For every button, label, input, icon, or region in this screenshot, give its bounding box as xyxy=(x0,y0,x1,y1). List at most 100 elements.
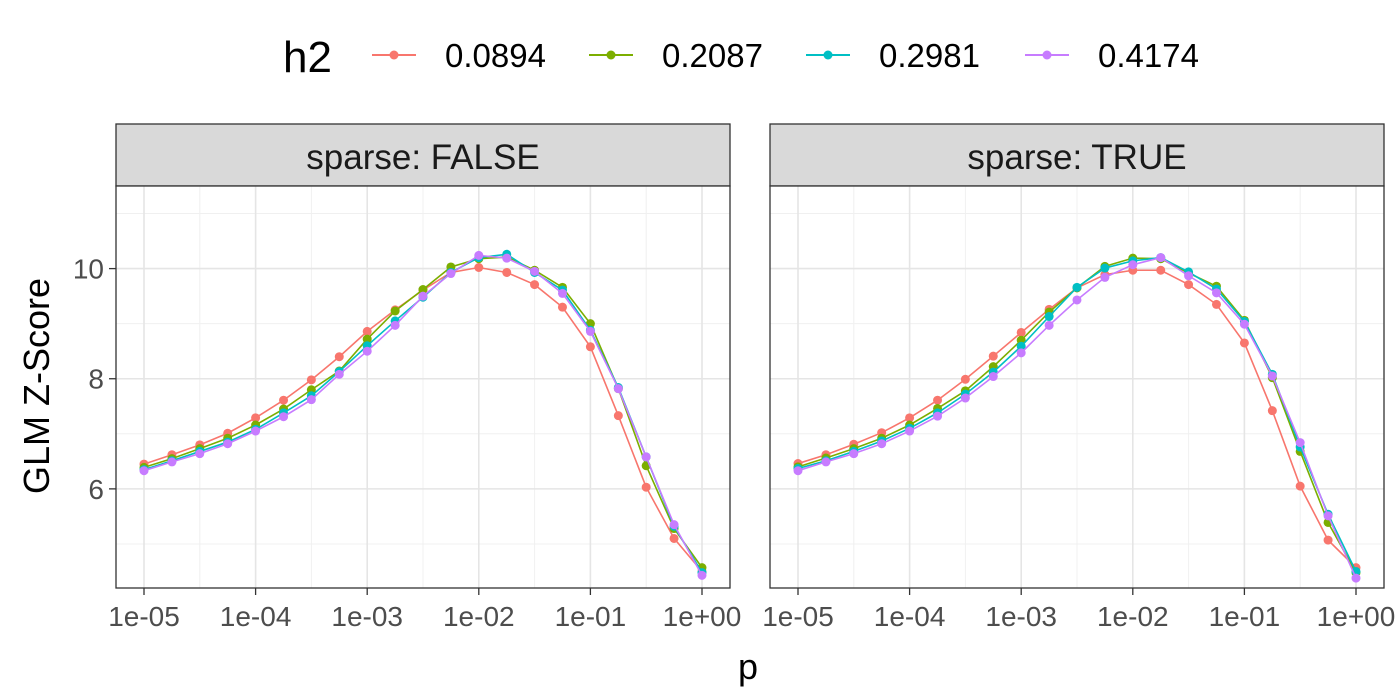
data-point xyxy=(1351,573,1361,583)
data-point xyxy=(530,280,540,290)
legend-key-point xyxy=(1042,50,1052,60)
data-point xyxy=(139,466,149,476)
y-axis: 6 8 10 xyxy=(73,254,116,505)
data-point xyxy=(167,457,177,467)
x-tick-label: 1e-02 xyxy=(1097,601,1169,632)
data-point xyxy=(1295,438,1305,448)
legend-key-point xyxy=(389,50,399,60)
data-point xyxy=(334,352,344,362)
data-point xyxy=(613,411,623,421)
data-point xyxy=(502,253,512,263)
data-point xyxy=(251,426,261,436)
x-tick-label: 1e-03 xyxy=(985,601,1057,632)
facet-panel: sparse: TRUE 1e-05 1e-04 1e-03 1e-02 1e-01 1e+… xyxy=(762,123,1395,632)
data-point xyxy=(1239,338,1249,348)
y-tick-label: 8 xyxy=(88,364,104,395)
x-axis-title: p xyxy=(738,646,758,687)
data-point xyxy=(1072,282,1082,292)
facet-strip-label: sparse: FALSE xyxy=(306,138,539,177)
data-point xyxy=(1267,406,1277,416)
y-tick-label: 6 xyxy=(88,474,104,505)
data-point xyxy=(306,395,316,405)
facet-strip xyxy=(115,123,731,187)
data-point xyxy=(1044,320,1054,330)
legend-key-point xyxy=(823,50,833,60)
data-point xyxy=(641,452,651,462)
data-point xyxy=(1156,253,1166,263)
data-point xyxy=(585,326,595,336)
data-point xyxy=(793,466,803,476)
x-tick-label: 1e-04 xyxy=(220,601,292,632)
data-point xyxy=(279,412,289,422)
data-point xyxy=(669,533,679,543)
legend-item: 0.4174 xyxy=(1025,37,1199,74)
data-point xyxy=(905,426,915,436)
data-point xyxy=(988,351,998,361)
data-point xyxy=(1072,295,1082,305)
data-point xyxy=(960,393,970,403)
x-tick-label: 1e-02 xyxy=(443,601,515,632)
data-point xyxy=(1211,288,1221,298)
data-point xyxy=(474,250,484,260)
legend: h2 0.0894 0.2087 0.2981 0.4174 xyxy=(283,33,1199,82)
data-point xyxy=(502,267,512,277)
data-point xyxy=(557,302,567,312)
data-point xyxy=(1016,327,1026,337)
x-tick-label: 1e-01 xyxy=(1209,601,1281,632)
data-point xyxy=(877,439,887,449)
data-point xyxy=(1184,280,1194,290)
data-point xyxy=(474,263,484,273)
data-point xyxy=(334,369,344,379)
data-point xyxy=(1044,312,1054,322)
x-tick-label: 1e+00 xyxy=(663,601,742,632)
data-point xyxy=(530,266,540,276)
legend-key-point xyxy=(606,50,616,60)
data-point xyxy=(1323,535,1333,545)
facet-strip-label: sparse: TRUE xyxy=(967,138,1186,177)
x-axis: 1e-05 1e-04 1e-03 1e-02 1e-01 1e+00 xyxy=(108,588,741,632)
data-point xyxy=(362,346,372,356)
x-tick-label: 1e-01 xyxy=(555,601,627,632)
data-point xyxy=(585,342,595,352)
legend-label: 0.2981 xyxy=(879,37,980,74)
data-point xyxy=(1016,341,1026,351)
data-point xyxy=(960,374,970,384)
data-point xyxy=(223,439,233,449)
data-point xyxy=(849,449,859,459)
data-point xyxy=(251,413,261,423)
data-point xyxy=(933,411,943,421)
panel-border xyxy=(769,185,1385,589)
series xyxy=(793,253,1361,583)
y-axis-title: GLM Z-Score xyxy=(16,278,57,494)
data-point xyxy=(905,413,915,423)
data-point xyxy=(1016,348,1026,358)
data-point xyxy=(279,395,289,405)
x-tick-label: 1e-04 xyxy=(874,601,946,632)
data-point xyxy=(362,334,372,344)
data-point xyxy=(821,457,831,467)
data-point xyxy=(669,520,679,530)
legend-label: 0.2087 xyxy=(662,37,763,74)
y-tick-label: 10 xyxy=(73,254,104,285)
data-point xyxy=(446,269,456,279)
x-axis: 1e-05 1e-04 1e-03 1e-02 1e-01 1e+00 xyxy=(762,588,1395,632)
data-point xyxy=(1295,481,1305,491)
data-point xyxy=(933,395,943,405)
data-point xyxy=(1100,272,1110,282)
legend-item: 0.2087 xyxy=(589,37,763,74)
legend-title: h2 xyxy=(283,33,332,82)
gridlines xyxy=(770,186,1384,588)
x-tick-label: 1e-05 xyxy=(762,601,834,632)
data-point xyxy=(418,285,428,295)
data-point xyxy=(1156,265,1166,275)
x-tick-label: 1e-05 xyxy=(108,601,180,632)
gridlines xyxy=(116,186,730,588)
data-point xyxy=(557,288,567,298)
data-point xyxy=(613,384,623,394)
legend-item: 0.0894 xyxy=(372,37,546,74)
data-point xyxy=(1211,299,1221,309)
series xyxy=(139,250,707,580)
data-point xyxy=(1128,260,1138,270)
x-tick-label: 1e+00 xyxy=(1317,601,1396,632)
